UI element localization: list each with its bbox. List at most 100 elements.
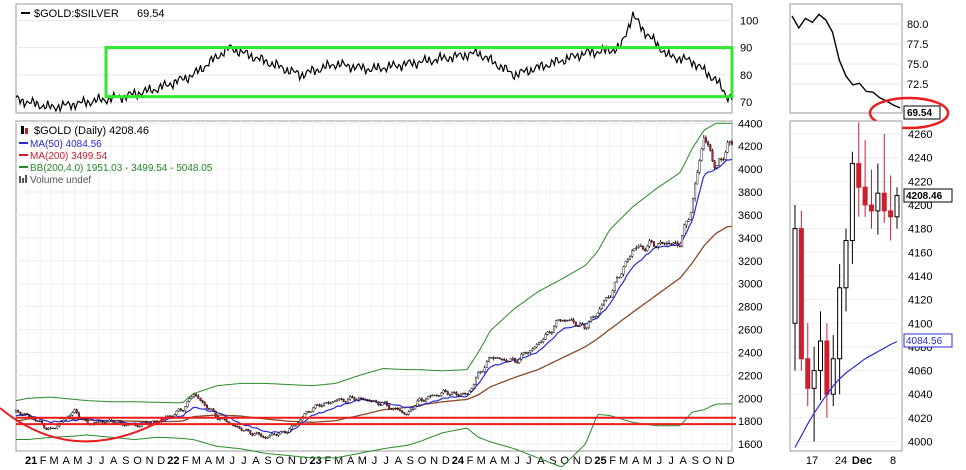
price-candle [184, 406, 187, 412]
volume-legend-icon [19, 176, 21, 183]
price-candle [574, 321, 577, 326]
price-candle [255, 432, 258, 434]
gold-x-tick: O [703, 455, 712, 467]
gold-x-tick: S [122, 455, 129, 467]
price-candle [242, 430, 245, 432]
gold-title-icon [21, 126, 24, 134]
price-candle [702, 137, 705, 149]
gold-x-tick: M [477, 455, 486, 467]
price-candle [225, 419, 228, 422]
price-candle [45, 427, 48, 430]
price-candle [709, 144, 712, 151]
price-candle [451, 392, 454, 395]
gold-x-tick: N [715, 455, 723, 467]
gold-zoom-x-tick: 17 [806, 455, 818, 467]
price-candle [570, 319, 573, 321]
price-candle [71, 412, 74, 416]
price-candle [624, 261, 627, 267]
price-candle [36, 420, 39, 422]
gold-x-tick: 22 [167, 455, 179, 467]
zoom-candle [818, 340, 823, 372]
price-candle [201, 400, 204, 403]
price-candle [73, 409, 76, 413]
price-candle [338, 398, 341, 401]
price-candle [598, 308, 601, 314]
price-candle [711, 150, 714, 161]
gold-x-tick: F [324, 455, 331, 467]
price-candle [353, 397, 356, 401]
price-candle [581, 323, 584, 325]
gold-zoom-y-tick: 4200 [908, 200, 932, 212]
price-candle [271, 433, 274, 436]
gold-zoom-y-tick: 4020 [908, 413, 932, 425]
price-candle [318, 404, 321, 407]
price-candle [474, 377, 477, 385]
price-candle [373, 400, 376, 402]
gold-x-tick: O [275, 455, 284, 467]
price-candle [579, 323, 582, 327]
price-candle [388, 405, 391, 409]
price-candle [533, 346, 536, 350]
gold-y-tick: 4200 [738, 141, 762, 153]
price-candle [602, 300, 605, 306]
price-candle [498, 357, 501, 360]
price-candle [707, 141, 710, 146]
price-candle [286, 431, 289, 434]
price-candle [609, 296, 612, 299]
price-candle [681, 235, 684, 247]
price-candle [726, 142, 729, 153]
price-candle [694, 183, 697, 199]
price-candle [589, 316, 592, 323]
price-candle [47, 427, 50, 430]
price-candle [97, 421, 100, 423]
price-candle [550, 332, 553, 334]
price-candle [459, 393, 462, 396]
price-candle [399, 409, 402, 411]
price-candle [618, 277, 621, 279]
price-candle [28, 414, 31, 417]
price-candle [655, 246, 658, 248]
gold-x-tick: F [182, 455, 189, 467]
price-candle [518, 359, 521, 364]
gold-y-tick: 3800 [738, 187, 762, 199]
price-candle [188, 398, 191, 402]
price-candle [537, 342, 540, 345]
ratio-zoom-y-tick: 80.0 [907, 19, 928, 31]
price-candle [212, 408, 215, 412]
gold-x-tick: O [560, 455, 569, 467]
gold-legend-entry: BB(200,4.0) 1951.03 - 3499.54 - 5048.05 [30, 163, 213, 174]
price-candle [375, 400, 378, 403]
price-candle [659, 241, 662, 244]
price-candle [210, 408, 213, 410]
price-candle [247, 429, 250, 431]
gold-x-tick: J [383, 455, 389, 467]
price-candle [346, 398, 349, 403]
price-candle [490, 357, 493, 359]
price-candle [320, 405, 323, 407]
price-candle [344, 401, 347, 403]
gold-y-tick: 1800 [738, 416, 762, 428]
price-candle [689, 211, 692, 220]
zoom-candle [843, 239, 849, 289]
price-candle [377, 401, 380, 405]
gold-x-tick: S [692, 455, 699, 467]
price-candle [572, 319, 575, 323]
price-candle [253, 433, 256, 436]
gold-x-tick: A [490, 455, 498, 467]
price-candle [535, 344, 538, 348]
price-candle [425, 398, 428, 402]
price-candle [182, 410, 185, 412]
gold-x-tick: N [288, 455, 296, 467]
gold-y-tick: 3000 [738, 279, 762, 291]
gold-x-tick: A [632, 455, 640, 467]
ratio-last-value: 69.54 [907, 108, 932, 119]
price-candle [284, 431, 287, 434]
price-candle [390, 408, 393, 410]
price-candle [234, 425, 237, 427]
price-candle [316, 404, 319, 406]
price-candle [594, 315, 597, 318]
ratio-zoom-y-tick: 72.5 [907, 79, 928, 91]
zoom-candle [837, 287, 843, 360]
price-candle [307, 411, 310, 413]
